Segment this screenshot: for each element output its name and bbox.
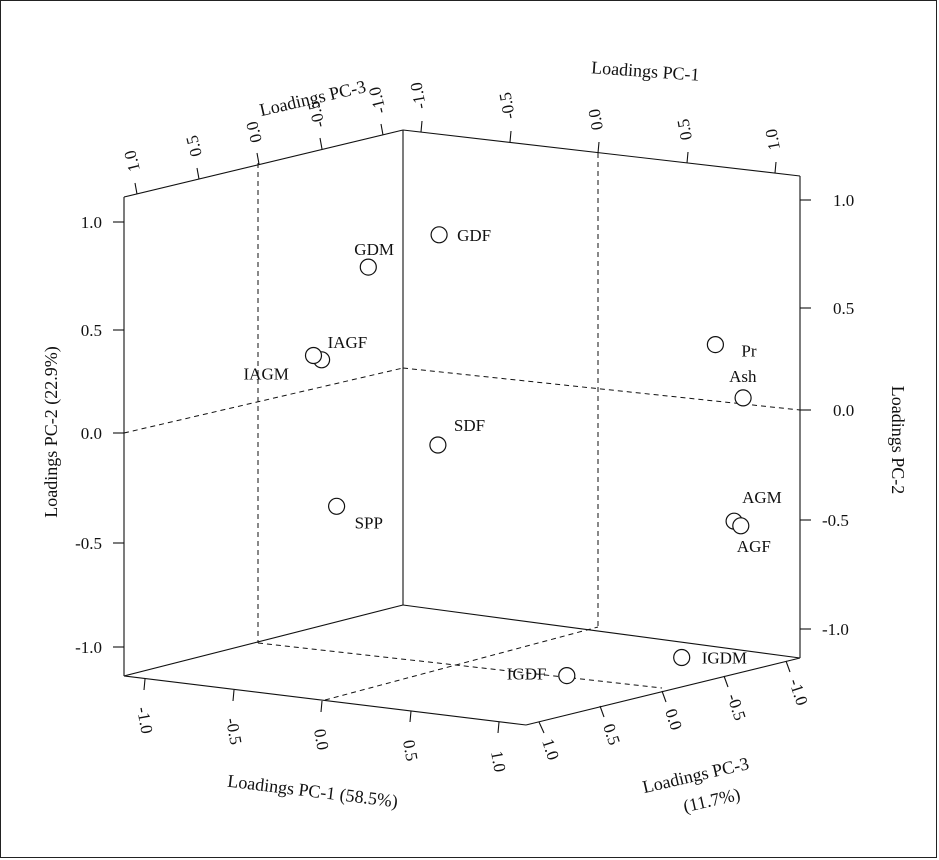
point-label-iagf: IAGF <box>328 333 368 352</box>
point-sdf <box>429 436 447 454</box>
box-edges <box>123 129 801 726</box>
tick-label-right-pc2-1: -0.5 <box>822 511 849 530</box>
point-label-spp: SPP <box>355 513 383 532</box>
tick-label-back-pc3-4: -1.0 <box>365 85 390 116</box>
tick-label-front-pc1-4: 1.0 <box>487 749 509 773</box>
axis-title-pc2-right: Loadings PC-2 <box>888 386 908 495</box>
point-iagm <box>304 346 323 365</box>
tick-label-front-pc1-1: -0.5 <box>222 716 245 746</box>
tick-front-pc3-0 <box>538 721 545 734</box>
tick-label-back-pc1-2: 0.0 <box>585 107 607 131</box>
point-label-gdm: GDM <box>354 240 394 259</box>
axis-title-pc1-front: Loadings PC-1 (58.5%) <box>226 771 399 813</box>
loading-points: GDF GDM IAGF IAGM SDF SPP Pr Ash AGM AGF IGDM IGDF <box>244 226 782 685</box>
tick-back-pc3-2 <box>256 152 260 165</box>
tick-front-pc1-0 <box>143 678 146 691</box>
point-spp <box>328 497 346 515</box>
axis-titles: Loadings PC-2 (22.9%) Loadings PC-2 Load… <box>41 57 908 817</box>
box-edge-front-bottom <box>123 675 527 726</box>
point-gdm <box>359 258 377 276</box>
tick-back-pc1-3 <box>686 151 689 164</box>
axis-title-pc3-front-line2: (11.7%) <box>681 784 742 817</box>
dash-pc2-zero-right <box>402 367 801 411</box>
tick-label-back-pc1-1: -0.5 <box>496 91 519 121</box>
tick-front-pc1-1 <box>232 689 235 702</box>
tick-label-front-pc1-3: 0.5 <box>399 738 421 762</box>
axis-title-pc2-left: Loadings PC-2 (22.9%) <box>41 346 62 517</box>
box-edge-right-bottom <box>525 657 801 726</box>
tick-label-right-pc2-4: 1.0 <box>833 191 854 210</box>
tick-label-right-pc2-2: 0.0 <box>833 401 854 420</box>
tick-front-pc1-2 <box>320 700 323 713</box>
dash-floor-pc1 <box>257 642 663 689</box>
axis-title-pc1-back: Loadings PC-1 <box>591 57 701 85</box>
point-label-igdm: IGDM <box>702 649 747 668</box>
tick-label-left-pc2-0: -1.0 <box>75 638 102 657</box>
tick-front-pc3-2 <box>661 690 667 703</box>
tick-label-back-pc1-0: -1.0 <box>407 81 430 111</box>
tick-label-front-pc3-0: 1.0 <box>538 736 563 762</box>
tick-labels: -1.0 -0.5 0.0 0.5 1.0 -1.0 -0.5 0.0 0.5 … <box>75 81 854 774</box>
tick-back-pc3-1 <box>196 167 200 180</box>
box-edge-top-right <box>402 129 801 177</box>
tick-label-left-pc2-2: 0.0 <box>81 424 102 443</box>
tick-label-back-pc3-2: 0.0 <box>242 119 266 144</box>
tick-back-pc1-1 <box>509 130 512 143</box>
tick-label-front-pc3-2: 0.0 <box>661 706 686 732</box>
tick-label-back-pc3-0: 1.0 <box>120 148 144 173</box>
point-label-agm: AGM <box>742 488 782 507</box>
point-label-igdf: IGDF <box>507 665 547 684</box>
tick-label-left-pc2-3: 0.5 <box>81 321 102 340</box>
box-edge-back-bottom-left <box>123 604 404 677</box>
tick-label-left-pc2-1: -0.5 <box>75 534 102 553</box>
tick-front-pc1-4 <box>497 721 500 734</box>
point-label-iagm: IAGM <box>244 365 289 384</box>
tick-back-pc1-0 <box>420 120 423 133</box>
tick-label-front-pc1-2: 0.0 <box>310 727 332 751</box>
tick-label-back-pc3-1: 0.5 <box>182 133 206 158</box>
point-igdf <box>558 666 576 685</box>
dash-pc2-zero-left <box>123 367 404 434</box>
tick-label-front-pc3-1: 0.5 <box>599 721 624 747</box>
tick-front-pc3-4 <box>785 660 791 673</box>
tick-back-pc3-3 <box>319 137 323 150</box>
tick-front-pc3-1 <box>599 705 605 718</box>
tick-label-back-pc1-3: 0.5 <box>674 117 696 141</box>
box-edge-top-left <box>123 129 404 198</box>
tick-label-right-pc2-0: -1.0 <box>822 620 849 639</box>
point-pr <box>706 336 725 354</box>
tick-front-pc1-3 <box>409 710 412 723</box>
point-gdf <box>430 226 448 244</box>
tick-label-right-pc2-3: 0.5 <box>833 299 854 318</box>
point-ash <box>734 389 752 407</box>
point-label-pr: Pr <box>741 342 756 361</box>
point-label-ash: Ash <box>729 367 757 386</box>
point-agf <box>732 517 750 535</box>
point-label-gdf: GDF <box>457 226 491 245</box>
tick-back-pc1-2 <box>597 141 600 154</box>
point-label-sdf: SDF <box>454 416 485 435</box>
point-igdm <box>673 648 691 667</box>
tick-label-left-pc2-4: 1.0 <box>81 213 102 232</box>
dash-floor-pc3 <box>324 626 599 701</box>
zero-reference-lines <box>123 153 801 701</box>
tick-back-pc3-4 <box>380 123 384 136</box>
box-edge-back-bottom-right <box>402 604 801 659</box>
tick-marks <box>113 120 811 734</box>
tick-label-back-pc1-4: 1.0 <box>762 127 784 151</box>
tick-front-pc3-3 <box>723 675 729 688</box>
tick-label-front-pc3-3: -0.5 <box>723 691 749 722</box>
tick-back-pc3-0 <box>134 182 138 195</box>
tick-label-front-pc1-0: -1.0 <box>133 705 156 735</box>
tick-label-front-pc3-4: -1.0 <box>785 676 811 707</box>
point-label-agf: AGF <box>737 537 771 556</box>
tick-back-pc1-4 <box>774 161 777 174</box>
